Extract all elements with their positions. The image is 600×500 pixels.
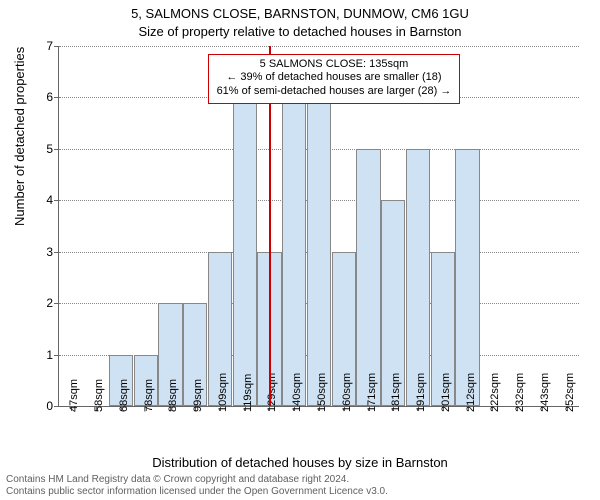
- page-title-line2: Size of property relative to detached ho…: [0, 24, 600, 39]
- histogram-bar: [282, 97, 306, 406]
- x-tick-label: 129sqm: [266, 373, 278, 412]
- x-tick-label: 150sqm: [316, 373, 328, 412]
- x-tick-label: 212sqm: [465, 373, 477, 412]
- x-tick-label: 119sqm: [242, 374, 254, 412]
- x-tick-label: 243sqm: [539, 373, 551, 412]
- y-tick-label: 4: [35, 193, 53, 207]
- y-tick: [54, 355, 59, 356]
- y-tick: [54, 200, 59, 201]
- y-tick-label: 5: [35, 142, 53, 156]
- x-tick-label: 171sqm: [366, 373, 378, 412]
- histogram-plot: 0123456747sqm58sqm68sqm78sqm88sqm99sqm10…: [58, 46, 579, 407]
- y-tick-label: 0: [35, 399, 53, 413]
- attribution-footer: Contains HM Land Registry data © Crown c…: [6, 474, 388, 498]
- x-tick-label: 232sqm: [514, 373, 526, 412]
- x-tick-label: 78sqm: [143, 379, 155, 412]
- y-tick: [54, 149, 59, 150]
- y-tick-label: 6: [35, 90, 53, 104]
- x-tick-label: 160sqm: [341, 373, 353, 412]
- footer-line1: Contains HM Land Registry data © Crown c…: [6, 474, 388, 486]
- histogram-bar: [406, 149, 430, 406]
- annotation-line: ← 39% of detached houses are smaller (18…: [217, 71, 452, 85]
- y-axis-label: Number of detached properties: [12, 47, 27, 226]
- y-tick-label: 2: [35, 296, 53, 310]
- x-tick-label: 191sqm: [415, 373, 427, 412]
- x-tick-label: 68sqm: [118, 379, 130, 412]
- x-tick-label: 181sqm: [390, 373, 402, 412]
- page-title-line1: 5, SALMONS CLOSE, BARNSTON, DUNMOW, CM6 …: [0, 6, 600, 21]
- x-axis-label: Distribution of detached houses by size …: [0, 455, 600, 470]
- x-tick-label: 201sqm: [440, 373, 452, 412]
- annotation-line: 5 SALMONS CLOSE: 135sqm: [217, 58, 452, 72]
- y-tick: [54, 97, 59, 98]
- annotation-line: 61% of semi-detached houses are larger (…: [217, 85, 452, 99]
- histogram-bar: [455, 149, 479, 406]
- x-tick-label: 99sqm: [192, 379, 204, 412]
- x-tick-label: 109sqm: [217, 373, 229, 412]
- histogram-bar: [356, 149, 380, 406]
- y-tick: [54, 303, 59, 304]
- x-tick-label: 58sqm: [93, 379, 105, 412]
- footer-line2: Contains public sector information licen…: [6, 486, 388, 498]
- y-tick-label: 1: [35, 348, 53, 362]
- y-tick-label: 3: [35, 245, 53, 259]
- x-tick-label: 88sqm: [167, 379, 179, 412]
- x-tick-label: 222sqm: [489, 373, 501, 412]
- gridline: [59, 46, 579, 47]
- histogram-bar: [307, 97, 331, 406]
- x-tick-label: 140sqm: [291, 373, 303, 412]
- annotation-box: 5 SALMONS CLOSE: 135sqm← 39% of detached…: [208, 54, 461, 104]
- y-tick: [54, 406, 59, 407]
- y-tick: [54, 46, 59, 47]
- x-tick-label: 47sqm: [68, 379, 80, 412]
- y-tick-label: 7: [35, 39, 53, 53]
- x-tick-label: 252sqm: [564, 373, 576, 412]
- y-tick: [54, 252, 59, 253]
- histogram-bar: [233, 97, 257, 406]
